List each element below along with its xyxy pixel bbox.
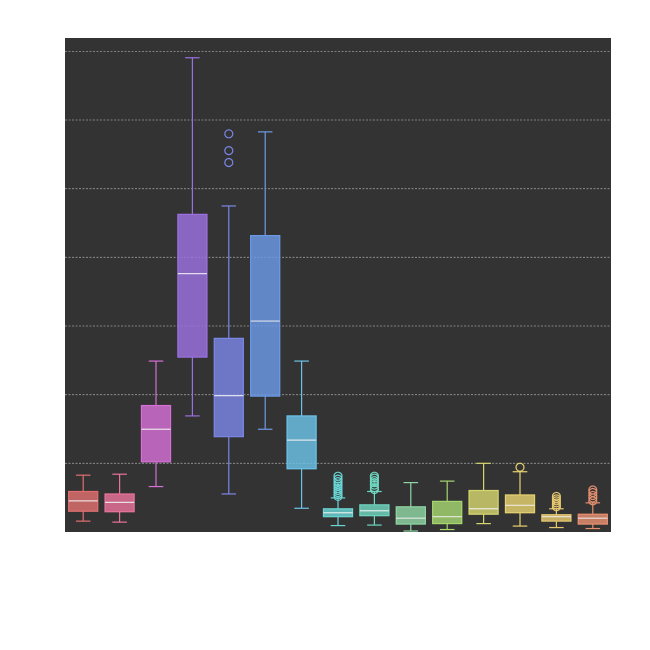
box-group-4	[177, 57, 208, 417]
outlier-point	[369, 471, 379, 481]
outlier-point	[588, 485, 598, 495]
outlier-point	[551, 491, 562, 502]
outlier-point	[224, 129, 234, 139]
outlier-point	[333, 471, 343, 481]
box-group-6	[250, 131, 281, 430]
box-group-5	[213, 129, 244, 495]
box-iqr	[286, 415, 317, 470]
boxes	[68, 57, 608, 532]
box-iqr	[577, 513, 608, 525]
outlier-point	[369, 476, 379, 486]
box-iqr	[140, 404, 172, 463]
outlier-point	[224, 157, 234, 168]
box-group-7	[286, 360, 317, 509]
outlier-point	[588, 487, 598, 498]
box-iqr	[177, 213, 208, 358]
outlier-point	[515, 462, 525, 472]
box-group-9	[359, 471, 390, 526]
outlier-point	[588, 490, 598, 501]
box-group-10	[395, 482, 426, 532]
box-group-14	[541, 491, 572, 529]
box-iqr	[395, 506, 426, 525]
box-group-13	[504, 462, 536, 527]
box-group-15	[577, 485, 608, 530]
outlier-point	[333, 477, 343, 487]
box-iqr	[250, 235, 281, 397]
outlier-point	[333, 474, 343, 484]
box-iqr	[213, 337, 244, 438]
box-iqr	[468, 489, 499, 515]
outlier-point	[224, 146, 234, 156]
box-iqr	[504, 494, 536, 514]
box-iqr	[432, 500, 463, 525]
outlier-point	[333, 483, 343, 494]
outlier-point	[369, 480, 379, 490]
box-group-8	[322, 471, 354, 527]
box-group-3	[140, 360, 172, 488]
box-group-12	[468, 462, 499, 525]
box-iqr	[541, 514, 572, 522]
outlier-point	[369, 482, 379, 493]
box-group-11	[432, 480, 463, 531]
outlier-point	[551, 494, 562, 504]
box-group-2	[104, 473, 135, 523]
box-group-1	[68, 474, 99, 522]
